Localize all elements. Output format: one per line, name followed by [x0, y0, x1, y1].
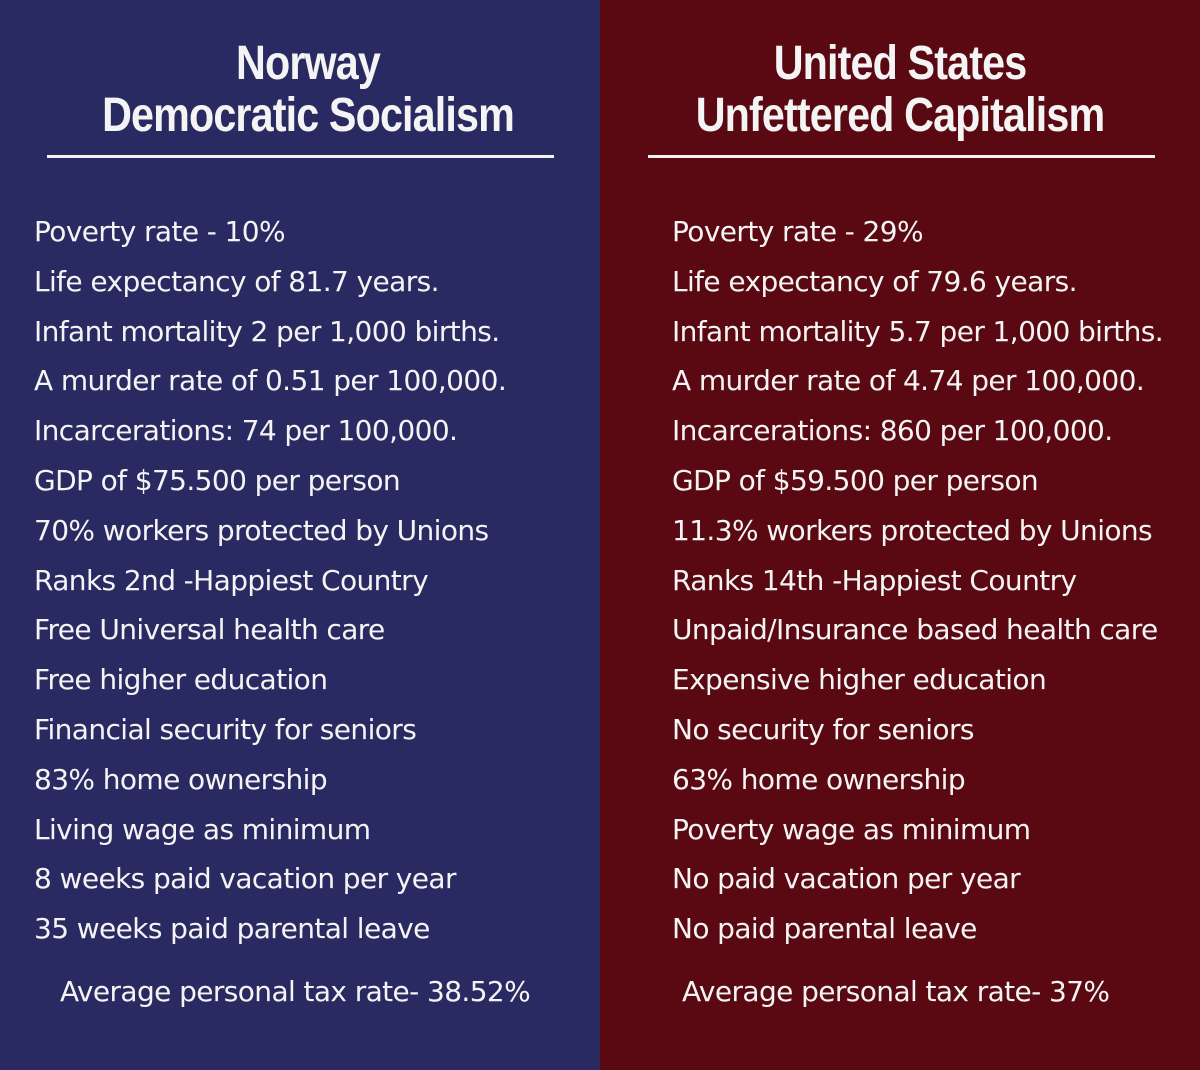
norway-stat-item: 70% workers protected by Unions: [34, 513, 489, 547]
norway-stat-item: Poverty rate - 10%: [34, 215, 286, 248]
us-title-line2: Unfettered Capitalism: [695, 89, 1105, 142]
us-stat-item: No paid vacation per year: [672, 862, 1021, 896]
norway-panel: Norway Democratic Socialism Poverty rate…: [0, 0, 600, 1070]
norway-stat-item: 35 weeks paid parental leave: [34, 912, 430, 946]
us-stat-item: 63% home ownership: [672, 762, 966, 796]
norway-stat-item: 83% home ownership: [34, 762, 328, 796]
us-stat-item: Infant mortality 5.7 per 1,000 births.: [672, 314, 1164, 348]
us-stat-item: Unpaid/Insurance based health care: [672, 613, 1158, 647]
norway-stat-item: GDP of $75.500 per person: [34, 463, 401, 497]
norway-title: Norway Democratic Socialism: [50, 38, 566, 142]
norway-stat-item: Incarcerations: 74 per 100,000.: [34, 414, 458, 448]
norway-stat-item: Financial security for seniors: [34, 712, 417, 746]
us-tax-rate: Average personal tax rate- 37%: [682, 975, 1110, 1008]
us-stat-item: Incarcerations: 860 per 100,000.: [672, 414, 1113, 448]
us-stat-item: 11.3% workers protected by Unions: [672, 513, 1153, 547]
norway-title-line1: Norway: [236, 37, 381, 90]
norway-stat-item: Living wage as minimum: [34, 812, 371, 846]
us-stat-item: No security for seniors: [672, 712, 974, 746]
norway-stat-item: A murder rate of 0.51 per 100,000.: [34, 364, 507, 398]
us-stat-item: Life expectancy of 79.6 years.: [672, 264, 1078, 298]
us-title: United States Unfettered Capitalism: [642, 38, 1158, 142]
us-stat-item: Expensive higher education: [672, 663, 1047, 697]
norway-stats-list: Poverty rate - 10% Life expectancy of 81…: [34, 207, 507, 954]
norway-title-line2: Democratic Socialism: [102, 89, 515, 142]
us-stat-item: Poverty wage as minimum: [672, 812, 1031, 846]
us-stat-item: A murder rate of 4.74 per 100,000.: [672, 364, 1145, 398]
us-title-line1: United States: [773, 37, 1027, 90]
us-title-divider: [648, 155, 1155, 158]
norway-stat-item: Free higher education: [34, 663, 328, 697]
us-stat-item: No paid parental leave: [672, 912, 977, 946]
us-stats-list: Poverty rate - 29% Life expectancy of 79…: [672, 207, 1164, 954]
norway-stat-item: Free Universal health care: [34, 613, 385, 647]
norway-stat-item: 8 weeks paid vacation per year: [34, 862, 456, 896]
us-stat-item: Poverty rate - 29%: [672, 215, 924, 248]
norway-stat-item: Ranks 2nd -Happiest Country: [34, 563, 429, 597]
us-stat-item: Ranks 14th -Happiest Country: [672, 563, 1077, 597]
us-stat-item: GDP of $59.500 per person: [672, 463, 1039, 497]
norway-stat-item: Life expectancy of 81.7 years.: [34, 264, 440, 298]
norway-stat-item: Infant mortality 2 per 1,000 births.: [34, 314, 500, 348]
norway-tax-rate: Average personal tax rate- 38.52%: [60, 975, 531, 1008]
united-states-panel: United States Unfettered Capitalism Pove…: [600, 0, 1200, 1070]
norway-title-divider: [47, 155, 554, 158]
